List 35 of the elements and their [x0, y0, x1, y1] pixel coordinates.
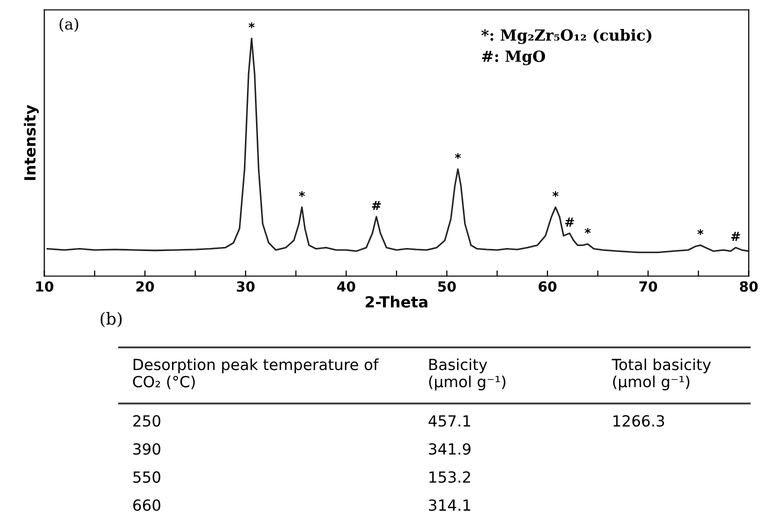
- annotation: *: [552, 191, 559, 197]
- text: 390: [133, 443, 160, 455]
- annotation: *: [454, 153, 461, 159]
- x-tick-label: 80: [740, 281, 758, 292]
- text: 1266.3: [613, 415, 664, 427]
- text: 153.2: [430, 471, 470, 483]
- text: 250: [133, 415, 160, 427]
- annotation: *: [248, 22, 255, 28]
- annotation: #: [565, 218, 574, 227]
- y-axis-title: Intensity: [24, 104, 39, 180]
- text: Basicity (μmol g⁻¹): [429, 358, 506, 390]
- x-axis-title: 2-Theta: [366, 296, 428, 308]
- text: 660: [133, 499, 160, 511]
- x-tick-label: 50: [438, 281, 456, 292]
- text: 341.9: [429, 443, 471, 455]
- annotation: #: MgO: [482, 50, 546, 66]
- annotation: *: [697, 229, 704, 235]
- annotation: *: [298, 191, 305, 197]
- text: (a): [60, 18, 78, 32]
- annotation: *: Mg₂Zr₅O₁₂ (cubic): [481, 29, 652, 44]
- text: Desorption peak temperature of CO₂ (°C): [133, 358, 379, 390]
- annotation: #: [731, 232, 740, 241]
- annotation: #: [372, 200, 381, 210]
- x-tick-label: 20: [136, 281, 154, 292]
- text: Total basicity (μmol g⁻¹): [612, 358, 711, 390]
- text: (b): [100, 312, 122, 328]
- x-tick-label: 10: [36, 281, 54, 292]
- x-tick-label: 60: [538, 281, 556, 292]
- text: 550: [133, 471, 160, 483]
- annotation: *: [584, 228, 591, 234]
- x-tick-label: 30: [236, 281, 255, 292]
- text: 314.1: [429, 499, 470, 511]
- x-tick-label: 40: [337, 281, 356, 292]
- text: 457.1: [428, 415, 470, 427]
- x-tick-label: 70: [639, 281, 658, 292]
